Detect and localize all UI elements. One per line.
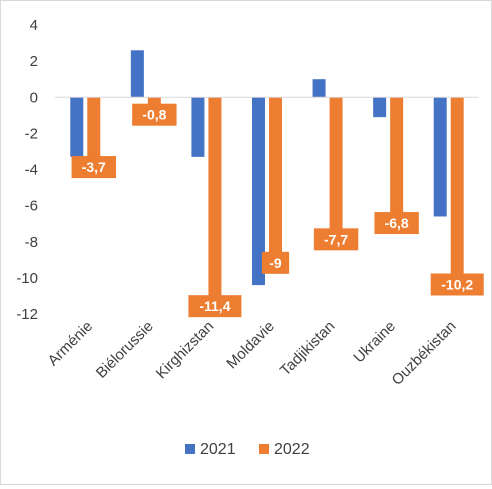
bar-2021-5 bbox=[373, 97, 387, 118]
category-label-4: Tadjikistan bbox=[277, 318, 339, 380]
category-label-2: Kirghizstan bbox=[153, 318, 217, 382]
data-label-box-6 bbox=[430, 273, 484, 296]
y-tick-label-6: 0 bbox=[30, 89, 38, 106]
y-tick-label-2: -8 bbox=[25, 234, 38, 251]
data-label-3: -9 bbox=[269, 255, 282, 271]
bar-2022-0 bbox=[87, 97, 101, 165]
data-label-0: -3,7 bbox=[82, 159, 106, 175]
bar-2021-2 bbox=[191, 97, 205, 157]
category-label-5: Ukraine bbox=[350, 318, 399, 367]
bar-2021-6 bbox=[433, 97, 447, 217]
data-label-box-1 bbox=[132, 103, 177, 126]
legend-swatch-2022 bbox=[259, 444, 269, 454]
y-tick-label-5: -2 bbox=[25, 125, 38, 142]
bar-2022-2 bbox=[208, 97, 222, 304]
data-label-box-3 bbox=[261, 251, 290, 274]
bar-2022-6 bbox=[450, 97, 464, 282]
bar-2022-3 bbox=[269, 97, 282, 260]
category-label-3: Moldavie bbox=[223, 318, 277, 372]
y-tick-label-0: -12 bbox=[16, 306, 38, 323]
bar-2021-1 bbox=[130, 50, 144, 98]
data-label-box-0 bbox=[71, 156, 116, 179]
data-label-box-4 bbox=[313, 228, 359, 251]
y-tick-label-3: -6 bbox=[25, 198, 38, 215]
y-tick-label-7: 2 bbox=[30, 53, 38, 70]
y-tick-label-4: -4 bbox=[25, 162, 38, 179]
data-label-4: -7,7 bbox=[324, 231, 348, 247]
data-label-2: -11,4 bbox=[199, 298, 230, 314]
legend-label-2021: 2021 bbox=[200, 441, 236, 458]
y-tick-label-8: 4 bbox=[30, 17, 38, 34]
bar-2022-4 bbox=[329, 97, 343, 237]
category-label-1: Biélorussie bbox=[93, 318, 157, 382]
legend-swatch-2021 bbox=[185, 444, 195, 454]
y-tick-label-1: -10 bbox=[16, 270, 38, 287]
bar-2022-5 bbox=[390, 97, 404, 221]
category-label-0: Arménie bbox=[45, 318, 97, 370]
bar-2021-4 bbox=[312, 79, 326, 98]
bar-2021-3 bbox=[252, 97, 265, 286]
bar-2021-0 bbox=[70, 97, 84, 157]
data-label-1: -0,8 bbox=[142, 107, 166, 123]
data-label-6: -10,2 bbox=[441, 276, 473, 292]
category-label-6: Ouzbékistan bbox=[389, 318, 460, 389]
data-label-box-2 bbox=[188, 295, 242, 318]
data-label-5: -6,8 bbox=[385, 215, 409, 231]
legend-label-2022: 2022 bbox=[274, 441, 310, 458]
data-label-box-5 bbox=[374, 212, 419, 235]
